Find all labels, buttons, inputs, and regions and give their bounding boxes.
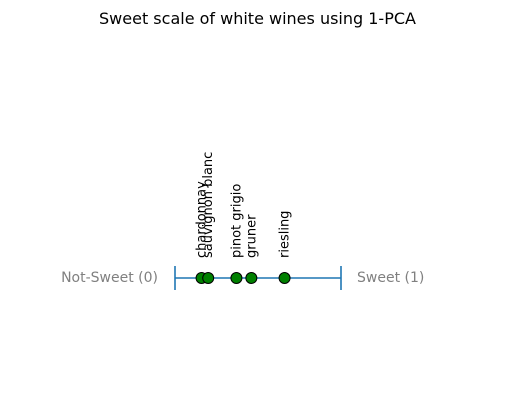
data-point-gruner <box>245 272 258 284</box>
chart-title: Sweet scale of white wines using 1-PCA <box>99 9 416 28</box>
point-label-gruner: gruner <box>244 214 259 258</box>
point-label-sauvignon-blanc: sauvignon blanc <box>201 152 216 258</box>
point-label-riesling: riesling <box>278 211 293 258</box>
plot-area: Not-Sweet (0) Sweet (1) chardonnaysauvig… <box>61 152 424 290</box>
scale-label-not-sweet: Not-Sweet (0) <box>61 270 158 286</box>
point-label-chardonnay: chardonnay <box>195 181 210 258</box>
point-label-pinot-grigio: pinot grigio <box>229 184 244 258</box>
data-point-riesling <box>278 272 291 284</box>
data-point-pinot-grigio <box>230 272 243 284</box>
scale-label-sweet: Sweet (1) <box>357 270 424 286</box>
data-point-sauvignon-blanc <box>202 272 215 284</box>
